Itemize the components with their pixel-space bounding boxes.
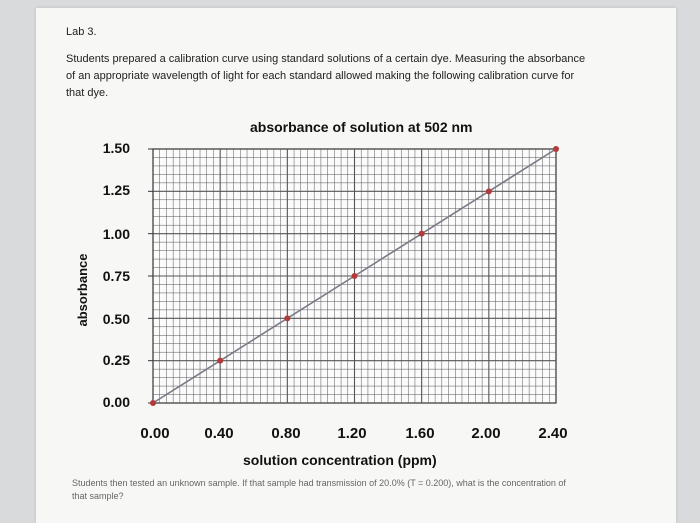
data-point	[351, 273, 358, 279]
chart-title: absorbance of solution at 502 nm	[250, 119, 473, 135]
x-tick-label: 0.40	[204, 425, 234, 442]
x-axis-label: solution concentration (ppm)	[243, 452, 437, 468]
data-point	[553, 146, 559, 152]
y-tick-label: 0.75	[102, 268, 130, 284]
data-point	[150, 400, 156, 406]
lab-title: Lab 3.	[66, 26, 97, 38]
y-tick-label: 0.25	[102, 352, 130, 368]
data-point	[485, 188, 492, 195]
x-tick-label: 2.40	[538, 425, 568, 442]
x-tick-label: 2.00	[471, 425, 501, 442]
y-tick-label: 1.25	[102, 182, 130, 198]
y-tick-label: 1.00	[102, 226, 130, 242]
question-text: Students then tested an unknown sample. …	[72, 478, 566, 501]
y-tick-label: 0.00	[102, 394, 130, 410]
data-point	[418, 230, 425, 237]
data-point	[284, 315, 291, 322]
x-tick-label: 0.80	[271, 425, 301, 442]
y-tick-label: 1.50	[102, 140, 130, 156]
data-point	[217, 357, 224, 364]
x-tick-label: 1.60	[405, 425, 435, 442]
y-tick-label: 0.50	[102, 311, 130, 327]
intro-paragraph: Students prepared a calibration curve us…	[66, 53, 586, 99]
x-tick-label: 0.00	[140, 425, 170, 442]
x-tick-label: 1.20	[337, 425, 367, 442]
